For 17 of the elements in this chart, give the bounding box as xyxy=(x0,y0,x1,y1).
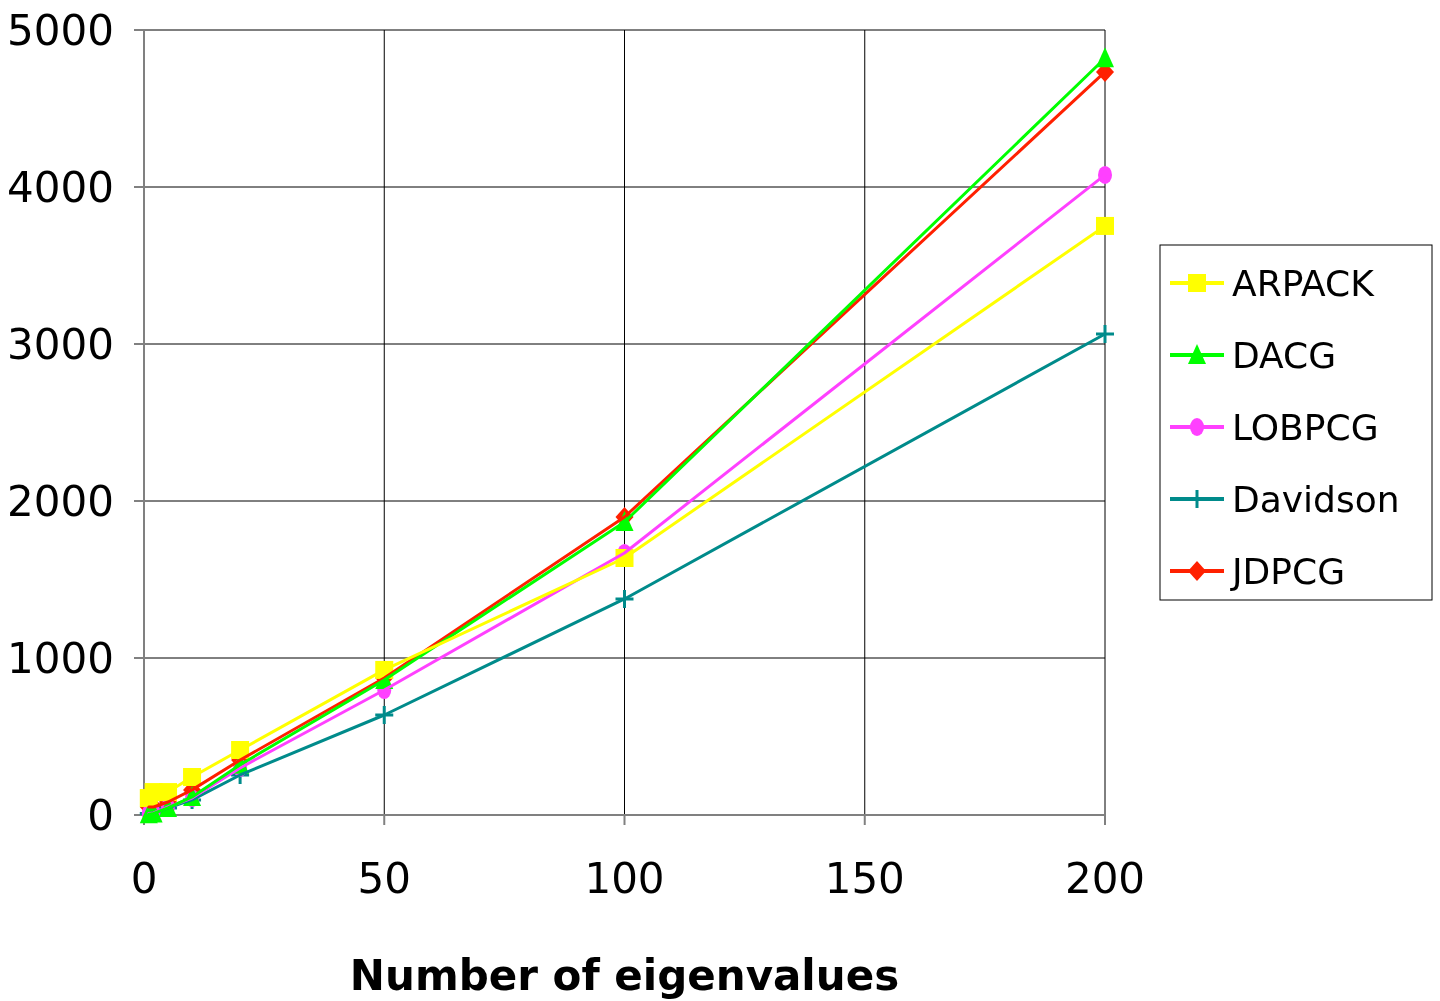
y-tick-label: 0 xyxy=(87,790,114,840)
x-tick-label: 200 xyxy=(1064,854,1146,903)
x-tick-label: 150 xyxy=(824,854,905,903)
legend-label: Davidson xyxy=(1232,478,1400,520)
y-tick-label: 5000 xyxy=(7,5,114,55)
y-tick-label: 1000 xyxy=(7,633,114,683)
legend-label: JDPCG xyxy=(1230,550,1346,592)
x-axis-title: Number of eigenvalues xyxy=(349,951,900,1000)
legend-label: DACG xyxy=(1232,334,1337,376)
y-tick-label: 2000 xyxy=(7,476,114,526)
y-tick-label: 3000 xyxy=(7,319,114,369)
x-tick-label: 0 xyxy=(130,854,158,903)
x-tick-label: 100 xyxy=(584,854,665,903)
legend-label: ARPACK xyxy=(1232,262,1376,304)
legend-label: LOBPCG xyxy=(1232,406,1379,448)
x-tick-label: 50 xyxy=(357,854,411,903)
y-tick-label: 4000 xyxy=(7,162,114,212)
